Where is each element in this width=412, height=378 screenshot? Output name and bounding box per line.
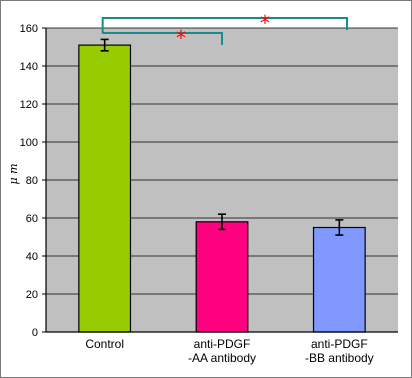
x-category-label-line: anti-PDGF bbox=[311, 337, 368, 351]
y-tick-label: 60 bbox=[26, 213, 38, 225]
y-tick-label: 0 bbox=[32, 327, 38, 339]
bars bbox=[78, 44, 366, 333]
axes bbox=[45, 28, 398, 333]
significance-brackets: ** bbox=[101, 11, 348, 50]
y-tick-label: 80 bbox=[26, 175, 38, 187]
x-category-label-line: Control bbox=[85, 337, 124, 351]
y-tick-label: 100 bbox=[20, 137, 38, 149]
error-bars bbox=[100, 38, 344, 236]
x-category-label: anti-PDGF -AA antibody bbox=[188, 337, 256, 365]
x-category-label: Control bbox=[85, 337, 124, 351]
y-axis-label: μ m bbox=[7, 163, 20, 184]
x-category-label-line: anti-PDGF bbox=[194, 337, 251, 351]
bar bbox=[78, 44, 132, 333]
significance-marker: * bbox=[176, 26, 186, 50]
y-tick-label: 140 bbox=[20, 61, 38, 73]
y-tick-label: 160 bbox=[20, 23, 38, 35]
x-category-label-line: -BB antibody bbox=[305, 351, 374, 365]
y-tick-label: 40 bbox=[26, 251, 38, 263]
y-tick-label: 20 bbox=[26, 289, 38, 301]
bar bbox=[195, 221, 249, 333]
y-tick-label: 120 bbox=[20, 99, 38, 111]
bar bbox=[312, 226, 366, 333]
significance-marker: * bbox=[260, 11, 270, 35]
significance-bracket bbox=[101, 17, 348, 34]
x-category-label-line: -AA antibody bbox=[188, 351, 256, 365]
y-tick-labels: 0 20 40 60 80 100 120 140 160 bbox=[20, 23, 38, 339]
x-category-label: anti-PDGF -BB antibody bbox=[305, 337, 374, 365]
